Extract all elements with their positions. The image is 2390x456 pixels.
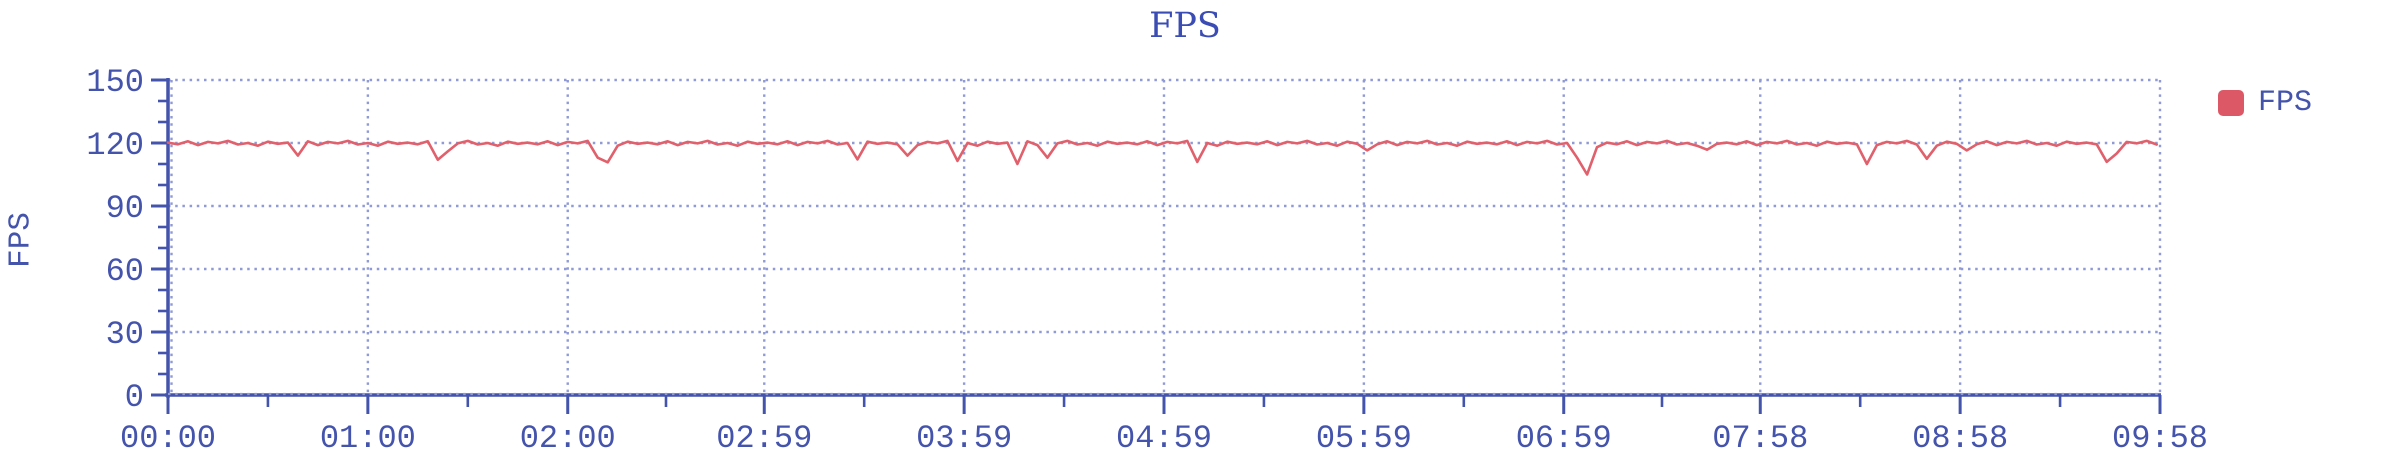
chart-title: FPS bbox=[1149, 6, 1221, 46]
legend-label-fps: FPS bbox=[2258, 86, 2313, 120]
y-tick-label: 120 bbox=[86, 127, 144, 164]
y-tick-label: 60 bbox=[106, 253, 144, 290]
y-tick-label: 0 bbox=[125, 379, 144, 416]
legend: FPS bbox=[2218, 86, 2313, 120]
x-tick-label: 02:00 bbox=[520, 420, 616, 456]
x-tick-label: 01:00 bbox=[320, 420, 416, 456]
x-tick-label: 04:59 bbox=[1116, 420, 1212, 456]
x-tick-label: 00:00 bbox=[120, 420, 216, 456]
x-tick-label: 03:59 bbox=[916, 420, 1012, 456]
x-tick-label: 08:58 bbox=[1912, 420, 2008, 456]
legend-swatch-fps bbox=[2218, 90, 2244, 116]
x-tick-label: 02:59 bbox=[716, 420, 812, 456]
x-tick-label: 07:58 bbox=[1712, 420, 1808, 456]
x-tick-label: 09:58 bbox=[2112, 420, 2208, 456]
x-tick-label: 05:59 bbox=[1316, 420, 1412, 456]
y-tick-label: 30 bbox=[106, 316, 144, 353]
fps-data-line bbox=[166, 139, 2158, 176]
y-tick-label: 90 bbox=[106, 190, 144, 227]
y-tick-label: 150 bbox=[86, 64, 144, 101]
x-tick-label: 06:59 bbox=[1516, 420, 1612, 456]
